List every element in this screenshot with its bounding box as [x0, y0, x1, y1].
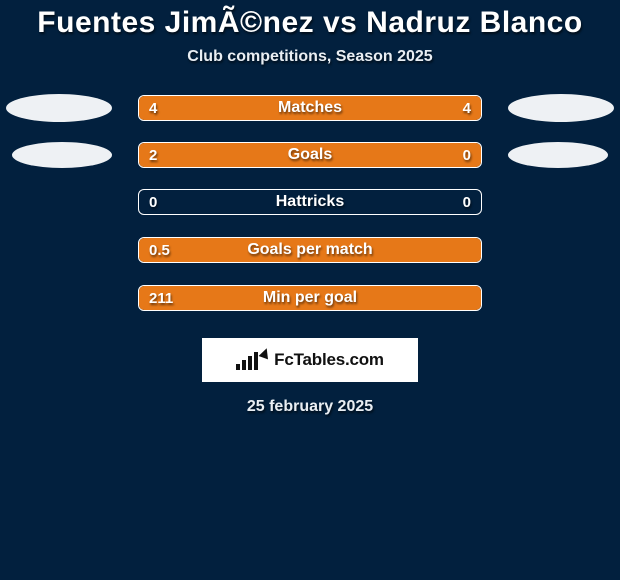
- comparison-row: 4Matches4: [0, 94, 620, 122]
- comparison-row: 0Hattricks0: [0, 188, 620, 216]
- player-left-badge: [12, 142, 112, 168]
- stat-right-value: 0: [463, 143, 471, 167]
- footer-date: 25 february 2025: [0, 398, 620, 416]
- player-right-badge: [508, 142, 608, 168]
- stat-bar: 0.5Goals per match: [138, 237, 482, 263]
- player-left-badge: [6, 94, 112, 122]
- stat-label: Goals per match: [139, 238, 481, 262]
- player-right-badge: [508, 94, 614, 122]
- stat-right-value: 4: [463, 96, 471, 120]
- stat-right-value: 0: [463, 190, 471, 214]
- stat-bar: 4Matches4: [138, 95, 482, 121]
- brand-logo[interactable]: FcTables.com: [202, 338, 418, 382]
- brand-name: FcTables.com: [274, 350, 384, 370]
- stat-bar: 0Hattricks0: [138, 189, 482, 215]
- stat-label: Matches: [139, 96, 481, 120]
- bar-chart-icon: [236, 350, 258, 370]
- comparison-rows: 4Matches42Goals00Hattricks00.5Goals per …: [0, 94, 620, 312]
- arrow-up-icon: [259, 347, 272, 360]
- comparison-row: 211Min per goal: [0, 284, 620, 312]
- page-title: Fuentes JimÃ©nez vs Nadruz Blanco: [0, 4, 620, 48]
- comparison-row: 0.5Goals per match: [0, 236, 620, 264]
- comparison-card: Fuentes JimÃ©nez vs Nadruz Blanco Club c…: [0, 0, 620, 416]
- stat-bar: 211Min per goal: [138, 285, 482, 311]
- stat-bar: 2Goals0: [138, 142, 482, 168]
- stat-label: Goals: [139, 143, 481, 167]
- comparison-row: 2Goals0: [0, 142, 620, 168]
- page-subtitle: Club competitions, Season 2025: [0, 48, 620, 94]
- stat-label: Hattricks: [139, 190, 481, 214]
- stat-label: Min per goal: [139, 286, 481, 310]
